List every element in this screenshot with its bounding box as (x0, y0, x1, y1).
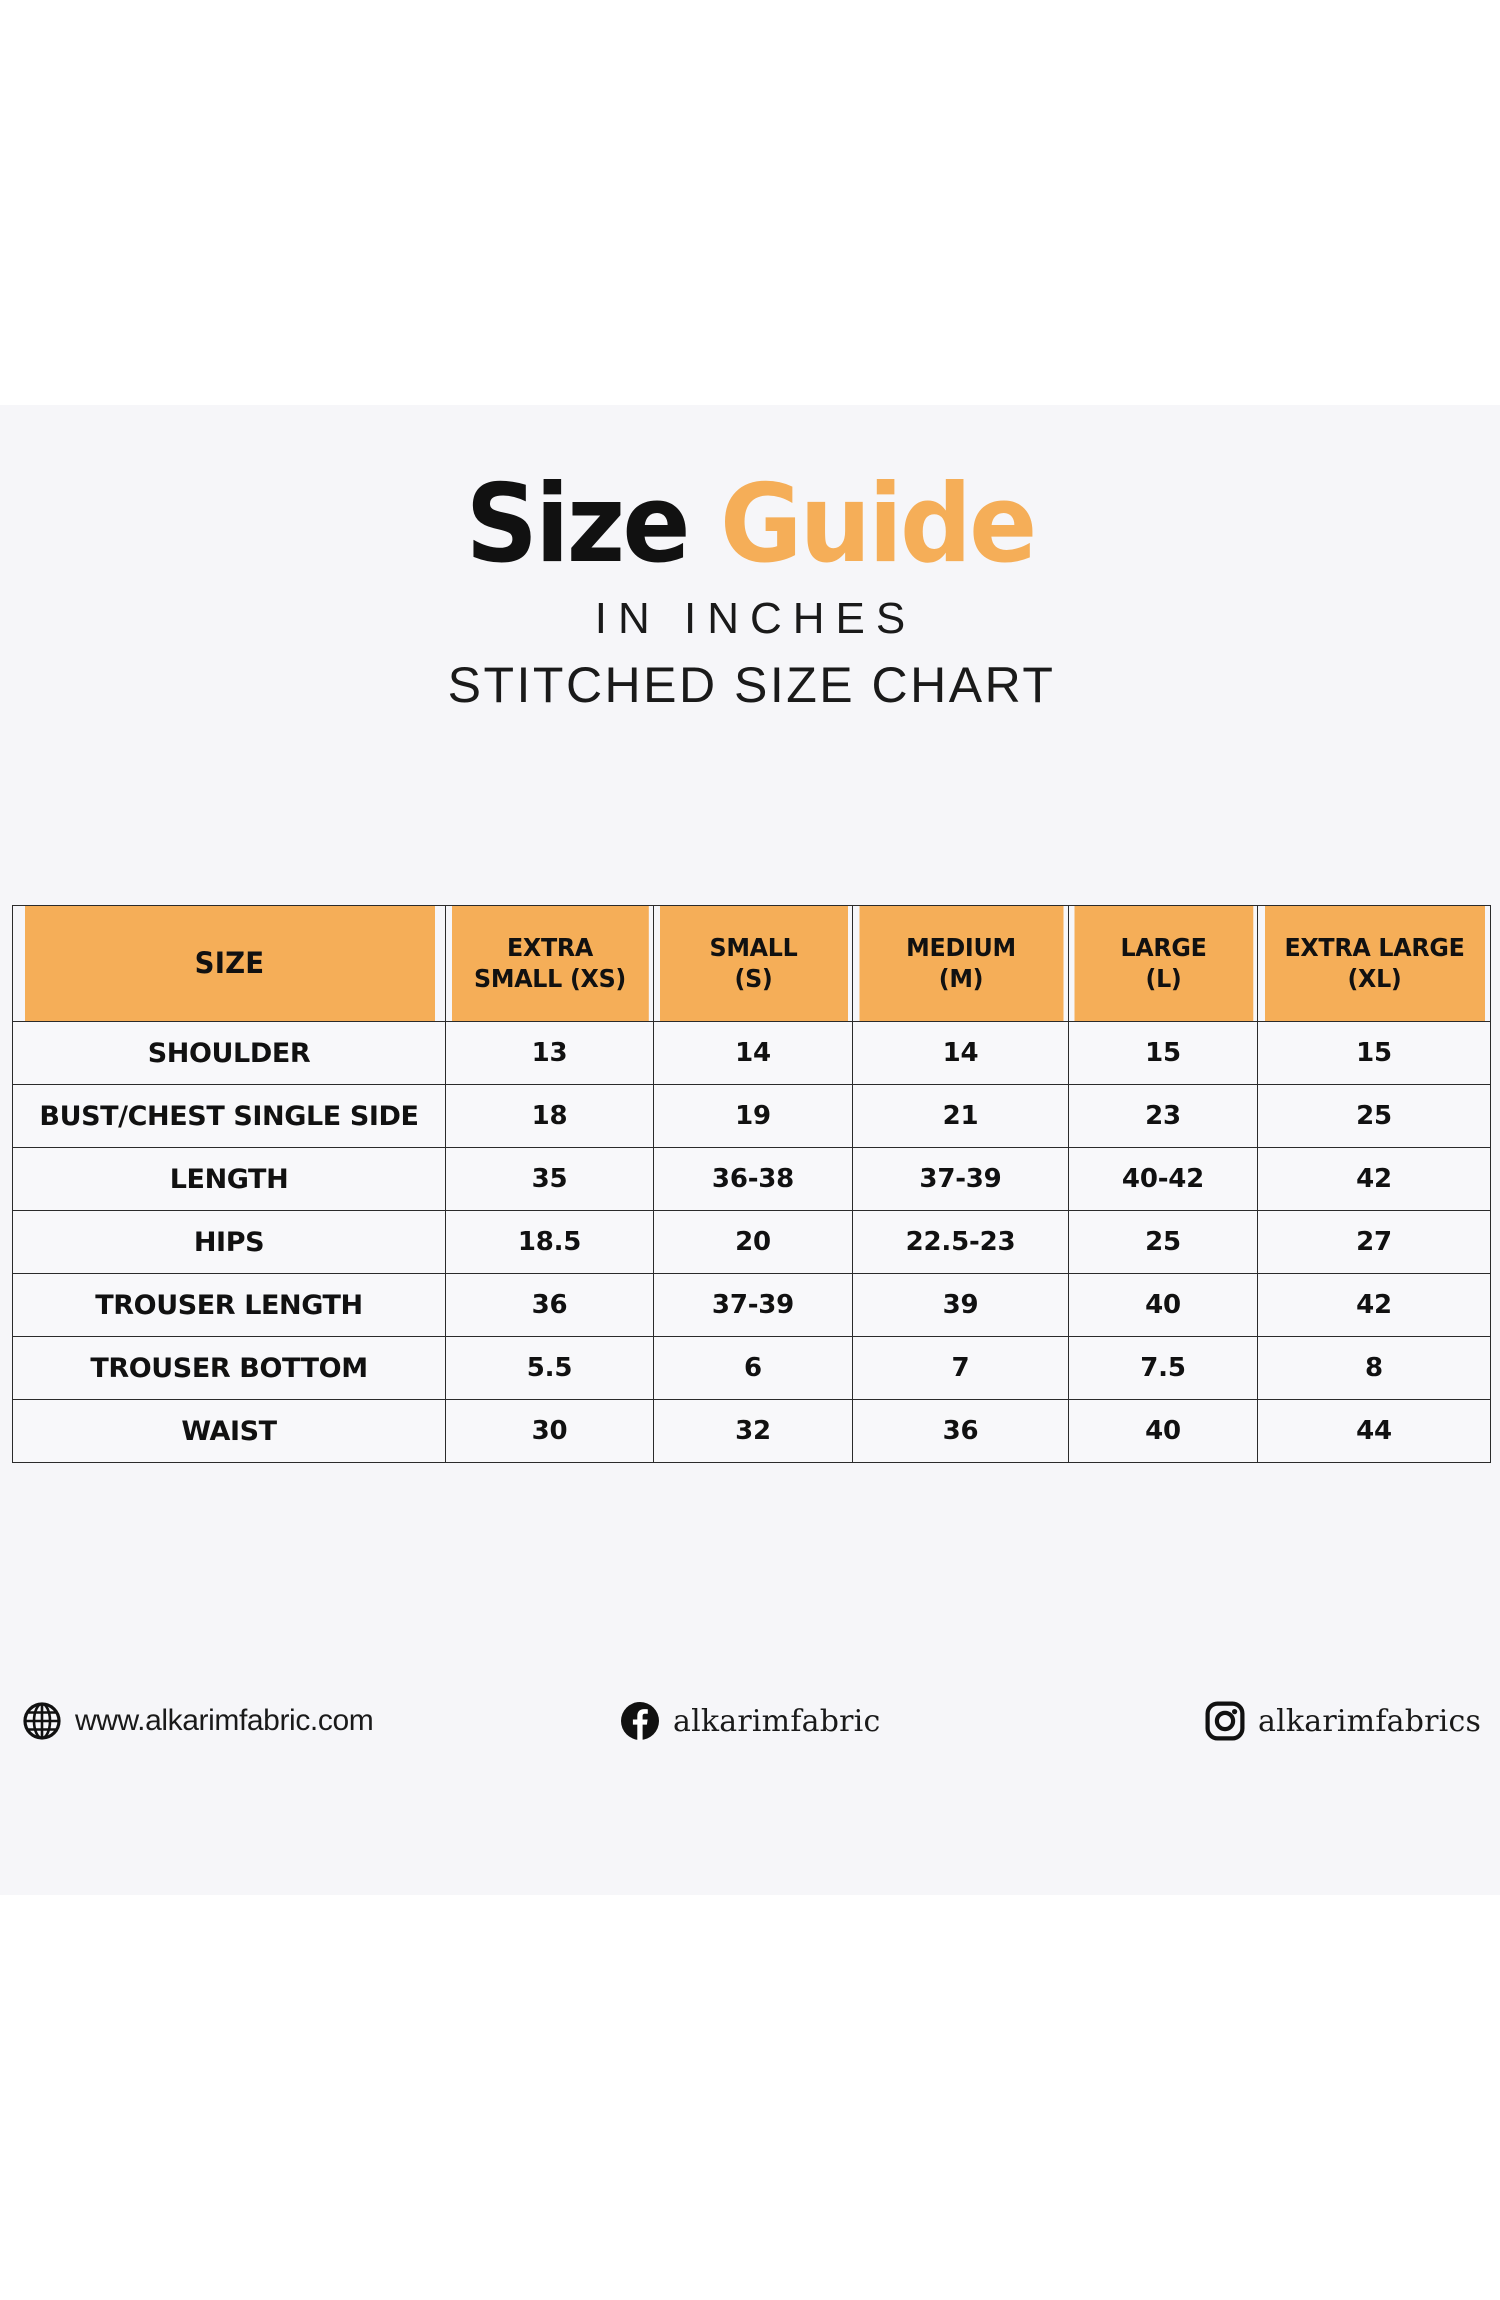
cell-hips-xl: 27 (1257, 1210, 1491, 1274)
table-row: LENGTH 35 36-38 37-39 40-42 42 (12, 1147, 1491, 1211)
cell-hips-xs: 18.5 (445, 1210, 654, 1274)
size-chart-table: SIZE EXTRA SMALL (XS) SMALL (S) MEDIUM (M) … (12, 905, 1491, 1463)
cell-length-s: 36-38 (653, 1147, 853, 1211)
cell-shoulder-m: 14 (852, 1021, 1069, 1085)
table-header: SIZE EXTRA SMALL (XS) SMALL (S) MEDIUM (M) … (13, 905, 1491, 1022)
table-row: HIPS 18.5 20 22.5-23 25 27 (12, 1210, 1491, 1274)
table-row: SHOULDER 13 14 14 15 15 (12, 1021, 1491, 1085)
cell-trouser-length-l: 40 (1068, 1273, 1258, 1337)
row-label-trouser-bottom: TROUSER BOTTOM (12, 1336, 446, 1400)
cell-trouser-bottom-xl: 8 (1257, 1336, 1491, 1400)
cell-hips-s: 20 (653, 1210, 853, 1274)
column-header-l-line1: LARGE (1119, 933, 1207, 962)
cell-bust-s: 19 (653, 1084, 853, 1148)
table-row: TROUSER BOTTOM 5.5 6 7 7.5 8 (12, 1336, 1491, 1400)
table-row: TROUSER LENGTH 36 37-39 39 40 42 (12, 1273, 1491, 1337)
title-word-size: Size (465, 462, 691, 587)
footer-website[interactable]: www.alkarimfabric.com (22, 1695, 374, 1747)
cell-trouser-length-xs: 36 (445, 1273, 654, 1337)
cell-shoulder-s: 14 (653, 1021, 853, 1085)
column-header-size: SIZE (22, 905, 436, 1022)
column-header-xs-line2: SMALL (XS) (473, 963, 626, 993)
cell-trouser-bottom-l: 7.5 (1068, 1336, 1258, 1400)
title-block: Size Guide IN INCHES STITCHED SIZE CHART (0, 469, 1500, 714)
cell-length-xl: 42 (1257, 1147, 1491, 1211)
cell-trouser-length-s: 37-39 (653, 1273, 853, 1337)
size-guide-panel: Size Guide IN INCHES STITCHED SIZE CHART… (0, 405, 1500, 1895)
cell-shoulder-xs: 13 (445, 1021, 654, 1085)
cell-trouser-bottom-m: 7 (852, 1336, 1069, 1400)
column-header-m-line1: MEDIUM (905, 933, 1016, 962)
subtitle-units: IN INCHES (594, 594, 917, 644)
column-header-xl-line2: (XL) (1346, 963, 1402, 993)
cell-waist-l: 40 (1068, 1399, 1258, 1463)
cell-trouser-bottom-s: 6 (653, 1336, 853, 1400)
cell-length-l: 40-42 (1068, 1147, 1258, 1211)
subtitle-chart: STITCHED SIZE CHART (447, 657, 1056, 714)
cell-waist-s: 32 (653, 1399, 853, 1463)
table-header-row: SIZE EXTRA SMALL (XS) SMALL (S) MEDIUM (M) … (13, 905, 1491, 1022)
column-header-xl-line1: EXTRA LARGE (1283, 933, 1465, 962)
website-label: www.alkarimfabric.com (75, 1704, 374, 1737)
footer-instagram[interactable]: alkarimfabrics (1205, 1695, 1481, 1747)
column-header-l-line2: (L) (1144, 963, 1181, 993)
cell-trouser-bottom-xs: 5.5 (445, 1336, 654, 1400)
footer: www.alkarimfabric.com alkarimfabric alka… (0, 1695, 1500, 1765)
column-header-xs: EXTRA SMALL (XS) (450, 905, 649, 1022)
column-header-xs-line1: EXTRA (506, 933, 593, 962)
facebook-label: alkarimfabric (673, 1703, 881, 1739)
column-header-m-line2: (M) (938, 963, 983, 993)
instagram-icon (1205, 1701, 1245, 1741)
column-header-s-line2: (S) (734, 963, 772, 993)
cell-hips-m: 22.5-23 (852, 1210, 1069, 1274)
column-header-s-line1: SMALL (709, 933, 797, 962)
cell-length-xs: 35 (445, 1147, 654, 1211)
cell-trouser-length-xl: 42 (1257, 1273, 1491, 1337)
row-label-waist: WAIST (12, 1399, 446, 1463)
cell-bust-m: 21 (852, 1084, 1069, 1148)
row-label-shoulder: SHOULDER (12, 1021, 446, 1085)
column-header-l: LARGE (L) (1072, 905, 1254, 1022)
cell-hips-l: 25 (1068, 1210, 1258, 1274)
column-header-xl: EXTRA LARGE (XL) (1262, 905, 1486, 1022)
facebook-icon (621, 1702, 659, 1740)
cell-waist-xs: 30 (445, 1399, 654, 1463)
cell-shoulder-l: 15 (1068, 1021, 1258, 1085)
footer-facebook[interactable]: alkarimfabric (620, 1695, 880, 1747)
cell-trouser-length-m: 39 (852, 1273, 1069, 1337)
row-label-length: LENGTH (12, 1147, 446, 1211)
column-header-s: SMALL (S) (657, 905, 848, 1022)
title-word-guide: Guide (719, 462, 1037, 587)
cell-bust-xl: 25 (1257, 1084, 1491, 1148)
column-header-m: MEDIUM (M) (857, 905, 1064, 1022)
instagram-label: alkarimfabrics (1258, 1703, 1482, 1739)
cell-bust-xs: 18 (445, 1084, 654, 1148)
globe-icon (23, 1702, 61, 1740)
table-row: WAIST 30 32 36 40 44 (12, 1399, 1491, 1463)
row-label-trouser-length: TROUSER LENGTH (12, 1273, 446, 1337)
cell-waist-xl: 44 (1257, 1399, 1491, 1463)
cell-shoulder-xl: 15 (1257, 1021, 1491, 1085)
row-label-hips: HIPS (12, 1210, 446, 1274)
cell-length-m: 37-39 (852, 1147, 1069, 1211)
row-label-bust-chest: BUST/CHEST SINGLE SIDE (12, 1084, 446, 1148)
cell-waist-m: 36 (852, 1399, 1069, 1463)
table-row: BUST/CHEST SINGLE SIDE 18 19 21 23 25 (12, 1084, 1491, 1148)
page-title: Size Guide (53, 469, 1448, 580)
table-body: SHOULDER 13 14 14 15 15 BUST/CHEST SINGL… (12, 1021, 1491, 1463)
cell-bust-l: 23 (1068, 1084, 1258, 1148)
